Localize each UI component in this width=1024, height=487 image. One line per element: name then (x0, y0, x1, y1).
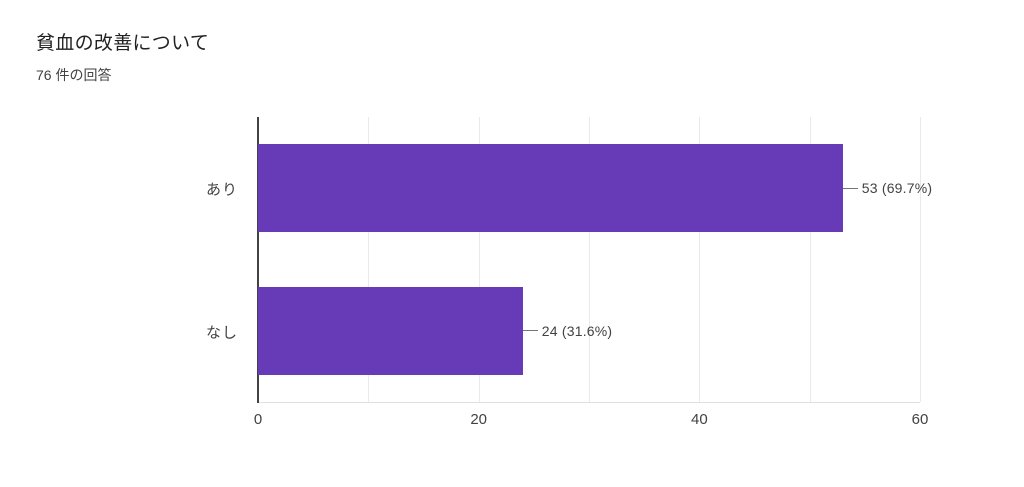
gridline (589, 117, 590, 402)
gridline (920, 117, 921, 402)
chart-header: 貧血の改善について 76 件の回答 (36, 30, 209, 85)
gridline (478, 117, 480, 402)
y-axis-line (257, 117, 259, 403)
x-tick-label: 40 (690, 411, 708, 428)
category-axis: あり なし (0, 117, 238, 403)
category-label: あり (205, 181, 238, 198)
x-axis: 0 20 40 60 (254, 411, 929, 435)
annotation: 24 (31.6%) (522, 322, 613, 339)
annotation-label: 53 (69.7%) (861, 180, 933, 197)
gridline (699, 117, 701, 402)
page-title: 貧血の改善について (36, 33, 210, 54)
bar-nashi (258, 286, 523, 375)
bar-row: 53 (69.7%) (258, 117, 932, 260)
category-label: なし (205, 324, 238, 341)
annotation-connector (522, 330, 538, 332)
annotation-connector (842, 187, 858, 189)
response-count: 76 件の回答 (36, 67, 112, 83)
x-tick-label: 0 (253, 411, 263, 428)
gridline (368, 117, 370, 402)
annotation-label: 24 (31.6%) (541, 322, 613, 339)
bar-ari (258, 144, 843, 233)
x-tick-label: 20 (470, 411, 487, 428)
bar-rows: 53 (69.7%) 24 (31.6%) (258, 117, 932, 403)
plot-area: 53 (69.7%) 24 (31.6%) (257, 117, 932, 403)
x-tick-label: 60 (911, 411, 929, 428)
annotation: 53 (69.7%) (842, 180, 933, 197)
bar-row: 24 (31.6%) (258, 260, 920, 403)
gridline (809, 117, 811, 402)
